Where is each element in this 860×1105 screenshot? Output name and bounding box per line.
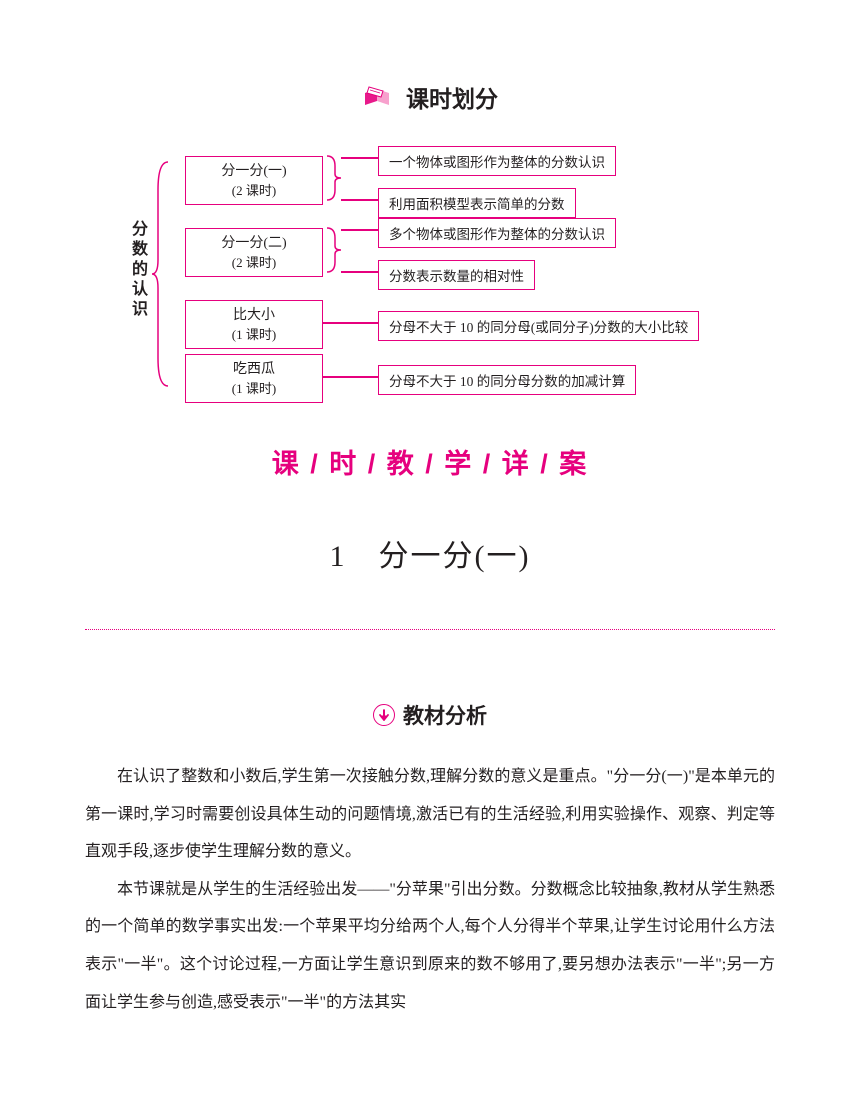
leaf-box: 分数表示数量的相对性 xyxy=(378,260,535,290)
connector-line xyxy=(323,376,378,378)
leaf-box: 分母不大于 10 的同分母分数的加减计算 xyxy=(378,365,636,395)
lesson-heading: 1 分一分(一) xyxy=(85,531,775,575)
lesson-tree: 分数的认识 分一分(一) (2 课时) 分一分(二) (2 课时) 比大小 (1… xyxy=(130,142,775,402)
leaf-box: 多个物体或图形作为整体的分数认识 xyxy=(378,218,616,248)
branch-hours: (1 课时) xyxy=(190,380,318,398)
branch-title: 分一分(二) xyxy=(190,235,318,254)
detail-heading: 课 / 时 / 教 / 学 / 详 / 案 xyxy=(85,442,775,481)
branch-box: 分一分(二) (2 课时) xyxy=(185,228,323,277)
leaf-box: 一个物体或图形作为整体的分数认识 xyxy=(378,146,616,176)
leaf-box: 利用面积模型表示简单的分数 xyxy=(378,188,576,218)
connector-line xyxy=(323,322,378,324)
tree-root-label: 分数的认识 xyxy=(130,220,150,320)
book-icon xyxy=(362,83,396,111)
arrow-down-icon xyxy=(373,704,395,726)
branch-title: 比大小 xyxy=(190,307,318,326)
branch-title: 吃西瓜 xyxy=(190,361,318,380)
brace-icon xyxy=(152,160,170,388)
branch-title: 分一分(一) xyxy=(190,163,318,182)
connector-line xyxy=(341,199,378,201)
paragraph: 在认识了整数和小数后,学生第一次接触分数,理解分数的意义是重点。"分一分(一)"… xyxy=(85,758,775,871)
header-row: 课时划分 xyxy=(85,80,775,114)
branch-box: 比大小 (1 课时) xyxy=(185,300,323,349)
section-title: 教材分析 xyxy=(403,700,487,730)
leaf-box: 分母不大于 10 的同分母(或同分子)分数的大小比较 xyxy=(378,311,699,341)
connector-line xyxy=(341,157,378,159)
divider xyxy=(85,629,775,630)
connector-line xyxy=(341,271,378,273)
branch-hours: (2 课时) xyxy=(190,254,318,272)
body-text: 在认识了整数和小数后,学生第一次接触分数,理解分数的意义是重点。"分一分(一)"… xyxy=(85,758,775,1021)
branch-box: 分一分(一) (2 课时) xyxy=(185,156,323,205)
branch-hours: (2 课时) xyxy=(190,182,318,200)
branch-box: 吃西瓜 (1 课时) xyxy=(185,354,323,403)
section-header: 教材分析 xyxy=(85,700,775,730)
connector-line xyxy=(341,229,378,231)
header-title: 课时划分 xyxy=(406,80,498,114)
branch-hours: (1 课时) xyxy=(190,326,318,344)
paragraph: 本节课就是从学生的生活经验出发——"分苹果"引出分数。分数概念比较抽象,教材从学… xyxy=(85,871,775,1021)
